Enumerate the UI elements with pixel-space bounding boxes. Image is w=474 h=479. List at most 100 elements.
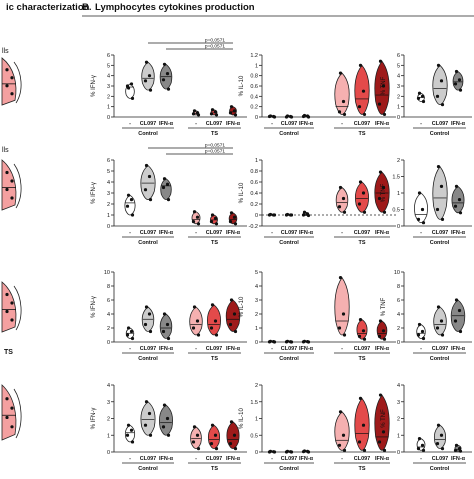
violin-ts-1 xyxy=(334,276,350,336)
data-point xyxy=(233,222,238,226)
y-tick-label: 0 xyxy=(397,224,400,230)
data-point xyxy=(267,450,272,454)
data-point xyxy=(337,326,342,330)
y-tick-label: 0.5 xyxy=(392,208,400,214)
violin-ts-3 xyxy=(225,299,241,332)
chart-11: 00.511.52% IL-10- CL097 IFN-α - CL097 IFN-αCo… xyxy=(239,383,396,472)
violin-ts-3 xyxy=(376,320,388,340)
data-point xyxy=(233,329,238,334)
data-point xyxy=(302,210,307,214)
data-point xyxy=(436,305,441,309)
data-point xyxy=(417,191,422,195)
significance-label: p=0,0571 xyxy=(205,143,225,149)
x-tick-label: IFN-α xyxy=(451,230,466,236)
data-point xyxy=(358,318,363,322)
panel-a-violin-1 xyxy=(1,57,17,106)
data-point xyxy=(453,204,458,208)
y-tick-label: 4 xyxy=(107,74,110,80)
data-point xyxy=(214,333,219,337)
significance-label: p=0,0571 xyxy=(205,38,225,44)
data-point xyxy=(420,329,425,334)
x-tick-label: CL097 xyxy=(354,456,371,462)
panel-a-label-2: lls xyxy=(2,147,9,154)
data-point xyxy=(147,174,152,179)
data-point xyxy=(361,89,366,93)
y-tick-label: 5 xyxy=(397,63,400,69)
data-point xyxy=(377,440,382,444)
data-point xyxy=(272,340,277,344)
data-point xyxy=(453,82,458,86)
data-point xyxy=(144,60,149,64)
data-point xyxy=(457,78,462,82)
y-tick-label: 0 xyxy=(255,340,258,346)
x-tick-label: IFN-α xyxy=(451,346,466,352)
violin-control-2 xyxy=(432,165,448,220)
y-tick-label: 1 xyxy=(397,105,400,111)
data-point xyxy=(458,329,463,334)
data-point xyxy=(191,220,196,224)
x-tick-label: - xyxy=(271,230,273,236)
data-point xyxy=(209,220,214,224)
x-tick-label: IFN-α xyxy=(375,230,390,236)
data-point xyxy=(214,113,219,117)
y-tick-label: 0.5 xyxy=(250,433,258,439)
data-point xyxy=(306,340,311,344)
violin-ts-1 xyxy=(190,426,202,450)
violin-control-2 xyxy=(140,164,156,201)
y-tick-label: 2 xyxy=(107,94,110,100)
group-label: Control xyxy=(138,131,158,137)
panel-a-point xyxy=(10,406,14,410)
panel-a-point xyxy=(5,397,9,401)
panel-a-violin-3 xyxy=(1,281,17,333)
y-tick-label: 5 xyxy=(107,63,110,69)
data-point xyxy=(416,333,421,337)
y-axis-label: % IFN-γ xyxy=(91,182,97,204)
data-point xyxy=(209,112,214,116)
chart-5: -0.200.20.40.60.81% IL-10- CL097 IFN-α - CL0… xyxy=(239,158,396,246)
data-point xyxy=(166,433,171,437)
data-point xyxy=(454,69,459,74)
x-tick-label: CL097 xyxy=(206,346,223,352)
data-point xyxy=(361,423,366,427)
y-tick-label: 2 xyxy=(107,417,110,423)
data-point xyxy=(337,205,342,209)
significance-label: p=0,0571 xyxy=(205,149,225,155)
data-point xyxy=(267,114,272,119)
group-label: Control xyxy=(279,240,299,246)
x-tick-label: - xyxy=(420,456,422,462)
data-point xyxy=(161,425,166,429)
x-tick-label: CL097 xyxy=(140,346,157,352)
data-point xyxy=(421,221,426,225)
group-label: Control xyxy=(279,356,299,362)
data-point xyxy=(210,303,215,307)
panel-a-label-1: lls xyxy=(2,48,9,55)
y-tick-label: 3 xyxy=(107,191,110,197)
y-tick-label: 3 xyxy=(397,84,400,90)
data-point xyxy=(144,305,149,309)
data-point xyxy=(232,433,237,437)
y-tick-label: 3 xyxy=(107,400,110,406)
x-tick-label: - xyxy=(420,230,422,236)
x-tick-label: - xyxy=(341,456,343,462)
data-point xyxy=(341,433,346,437)
data-point xyxy=(228,111,233,115)
data-point xyxy=(125,204,130,208)
data-point xyxy=(161,185,166,190)
data-point xyxy=(196,222,201,226)
group-label: Control xyxy=(138,356,158,362)
data-point xyxy=(144,163,149,168)
y-tick-label: 4 xyxy=(107,383,110,389)
data-point xyxy=(436,165,441,169)
data-point xyxy=(284,340,289,344)
data-point xyxy=(166,198,171,202)
y-tick-label: 0.6 xyxy=(250,84,258,90)
data-point xyxy=(458,88,463,92)
violin-control-1 xyxy=(414,192,428,224)
data-point xyxy=(440,333,445,337)
data-point xyxy=(435,207,440,212)
x-tick-label: CL097 xyxy=(281,121,298,127)
data-point xyxy=(301,340,306,344)
y-axis-label: % TNF xyxy=(381,409,387,428)
data-point xyxy=(357,440,362,444)
